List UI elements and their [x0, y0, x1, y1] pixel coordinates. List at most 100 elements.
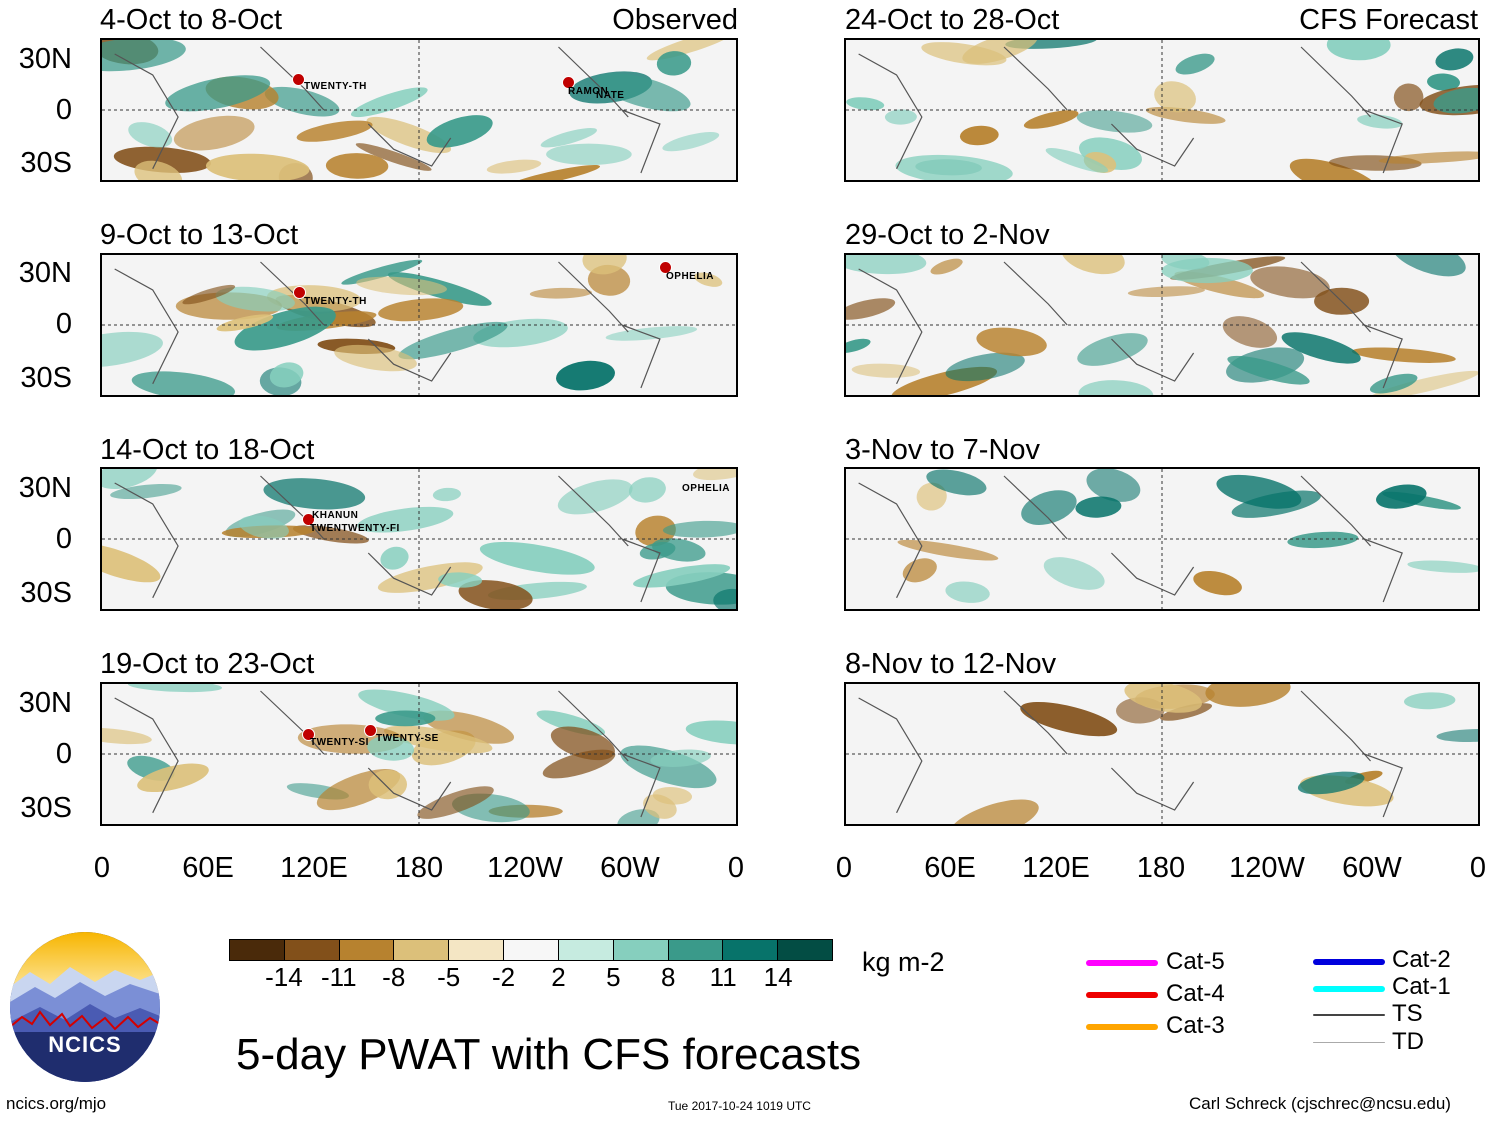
- anomaly-blob: [546, 143, 632, 166]
- anomaly-blob: [926, 469, 987, 496]
- logo-graphic: [10, 932, 160, 1082]
- anomaly-blob: [1127, 286, 1205, 297]
- legend-line-cat2: [1313, 959, 1385, 965]
- colorbar-cell: [449, 940, 505, 960]
- anomaly-blob: [916, 482, 947, 511]
- pwat-field: [846, 255, 1478, 395]
- panel-title-right-2: 29-Oct to 2-Nov: [845, 219, 1050, 251]
- anomaly-blob: [357, 506, 454, 533]
- anomaly-blob: [383, 725, 493, 754]
- pwat-field: [102, 40, 736, 180]
- anomaly-blob: [375, 710, 436, 727]
- anomaly-blob: [378, 298, 464, 322]
- lon-label: 120W: [1229, 852, 1305, 884]
- anomaly-blob: [1427, 73, 1460, 91]
- lat-label: 30N: [18, 257, 72, 289]
- anomaly-blob: [596, 73, 691, 112]
- anomaly-blob: [1145, 106, 1226, 124]
- anomaly-blob: [380, 546, 409, 570]
- colorbar-cell: [778, 940, 832, 960]
- colorbar-cell: [613, 940, 669, 960]
- panel-title-right-4: 8-Nov to 12-Nov: [845, 648, 1057, 680]
- anomaly-blob: [263, 478, 366, 510]
- pwat-field: [846, 684, 1478, 824]
- anomaly-blob: [1357, 114, 1403, 129]
- anomaly-blob: [205, 153, 310, 180]
- legend-line-td: [1313, 1042, 1385, 1043]
- anomaly-blob: [341, 259, 423, 285]
- panel-title-left-1: 4-Oct to 8-Oct: [100, 4, 283, 36]
- colorbar-cell: [668, 940, 724, 960]
- legend-label-cat3: Cat-3: [1166, 1012, 1225, 1039]
- lat-label: 30N: [18, 43, 72, 75]
- lat-label: 0: [55, 308, 72, 340]
- lon-label: 0: [727, 852, 745, 884]
- anomaly-blob: [507, 165, 601, 180]
- anomaly-blob: [1351, 347, 1456, 363]
- lon-label: 0: [835, 852, 853, 884]
- storm-marker: [302, 728, 315, 741]
- colorbar-units: kg m-2: [862, 947, 945, 977]
- lat-label: 30N: [18, 687, 72, 719]
- anomaly-blob: [239, 515, 289, 539]
- anomaly-blob: [694, 272, 723, 287]
- anomaly-blob: [921, 42, 1007, 66]
- anomaly-blob: [945, 352, 1025, 382]
- anomaly-blob: [662, 520, 736, 538]
- anomaly-blob: [1086, 469, 1141, 502]
- lat-label: 0: [55, 738, 72, 770]
- colorbar: [229, 939, 833, 961]
- anomaly-blob: [529, 287, 592, 299]
- anomaly-blob: [1297, 771, 1365, 795]
- map-panel-observed-1: [100, 38, 738, 182]
- anomaly-blob: [536, 710, 606, 736]
- anomaly-blob: [479, 541, 595, 575]
- colorbar-tick: -8: [382, 962, 406, 992]
- lat-label: 30N: [18, 472, 72, 504]
- colorbar-tick: -14: [265, 962, 303, 992]
- legend-label-ts: TS: [1392, 1000, 1423, 1027]
- anomaly-blob: [1391, 255, 1466, 277]
- lon-label: 120E: [1022, 852, 1090, 884]
- anomaly-blob: [693, 469, 736, 481]
- anomaly-blob: [102, 40, 186, 72]
- anomaly-blob: [1061, 255, 1125, 275]
- anomaly-blob: [540, 127, 597, 148]
- anomaly-blob: [1435, 48, 1474, 71]
- anomaly-blob: [897, 539, 999, 561]
- map-panel-forecast-3: [844, 467, 1480, 611]
- legend-label-cat1: Cat-1: [1392, 973, 1451, 1000]
- anomaly-blob: [846, 97, 885, 111]
- anomaly-blob: [1289, 158, 1380, 180]
- coastline: [114, 46, 661, 174]
- anomaly-blob: [976, 327, 1047, 357]
- observed-label: Observed: [612, 4, 738, 36]
- anomaly-blob: [1376, 484, 1427, 509]
- lat-label: 30S: [20, 792, 72, 824]
- lon-label: 180: [1136, 852, 1186, 884]
- anomaly-blob: [1075, 496, 1122, 518]
- anomaly-blob: [102, 727, 152, 745]
- anomaly-blob: [884, 109, 917, 125]
- anomaly-blob: [1227, 355, 1310, 385]
- anomaly-blob: [1023, 110, 1079, 129]
- coastline: [858, 46, 1403, 174]
- map-panel-forecast-2: [844, 253, 1480, 397]
- colorbar-tick: 11: [709, 962, 737, 992]
- anomaly-blob: [377, 562, 483, 593]
- anomaly-blob: [628, 477, 666, 503]
- anomaly-blob: [355, 143, 432, 171]
- anomaly-blob: [662, 131, 720, 152]
- anomaly-blob: [582, 255, 627, 275]
- coastline: [858, 475, 1403, 603]
- anomaly-blob: [846, 298, 896, 320]
- anomaly-blob: [102, 469, 158, 490]
- anomaly-blob: [131, 371, 236, 395]
- anomaly-blob: [296, 120, 373, 142]
- anomaly-blob: [1043, 557, 1105, 590]
- legend-label-cat5: Cat-5: [1166, 948, 1225, 975]
- anomaly-blob: [1222, 316, 1278, 348]
- footer-url[interactable]: ncics.org/mjo: [6, 1094, 107, 1113]
- lon-label: 60E: [924, 852, 976, 884]
- anomaly-blob: [1078, 380, 1154, 395]
